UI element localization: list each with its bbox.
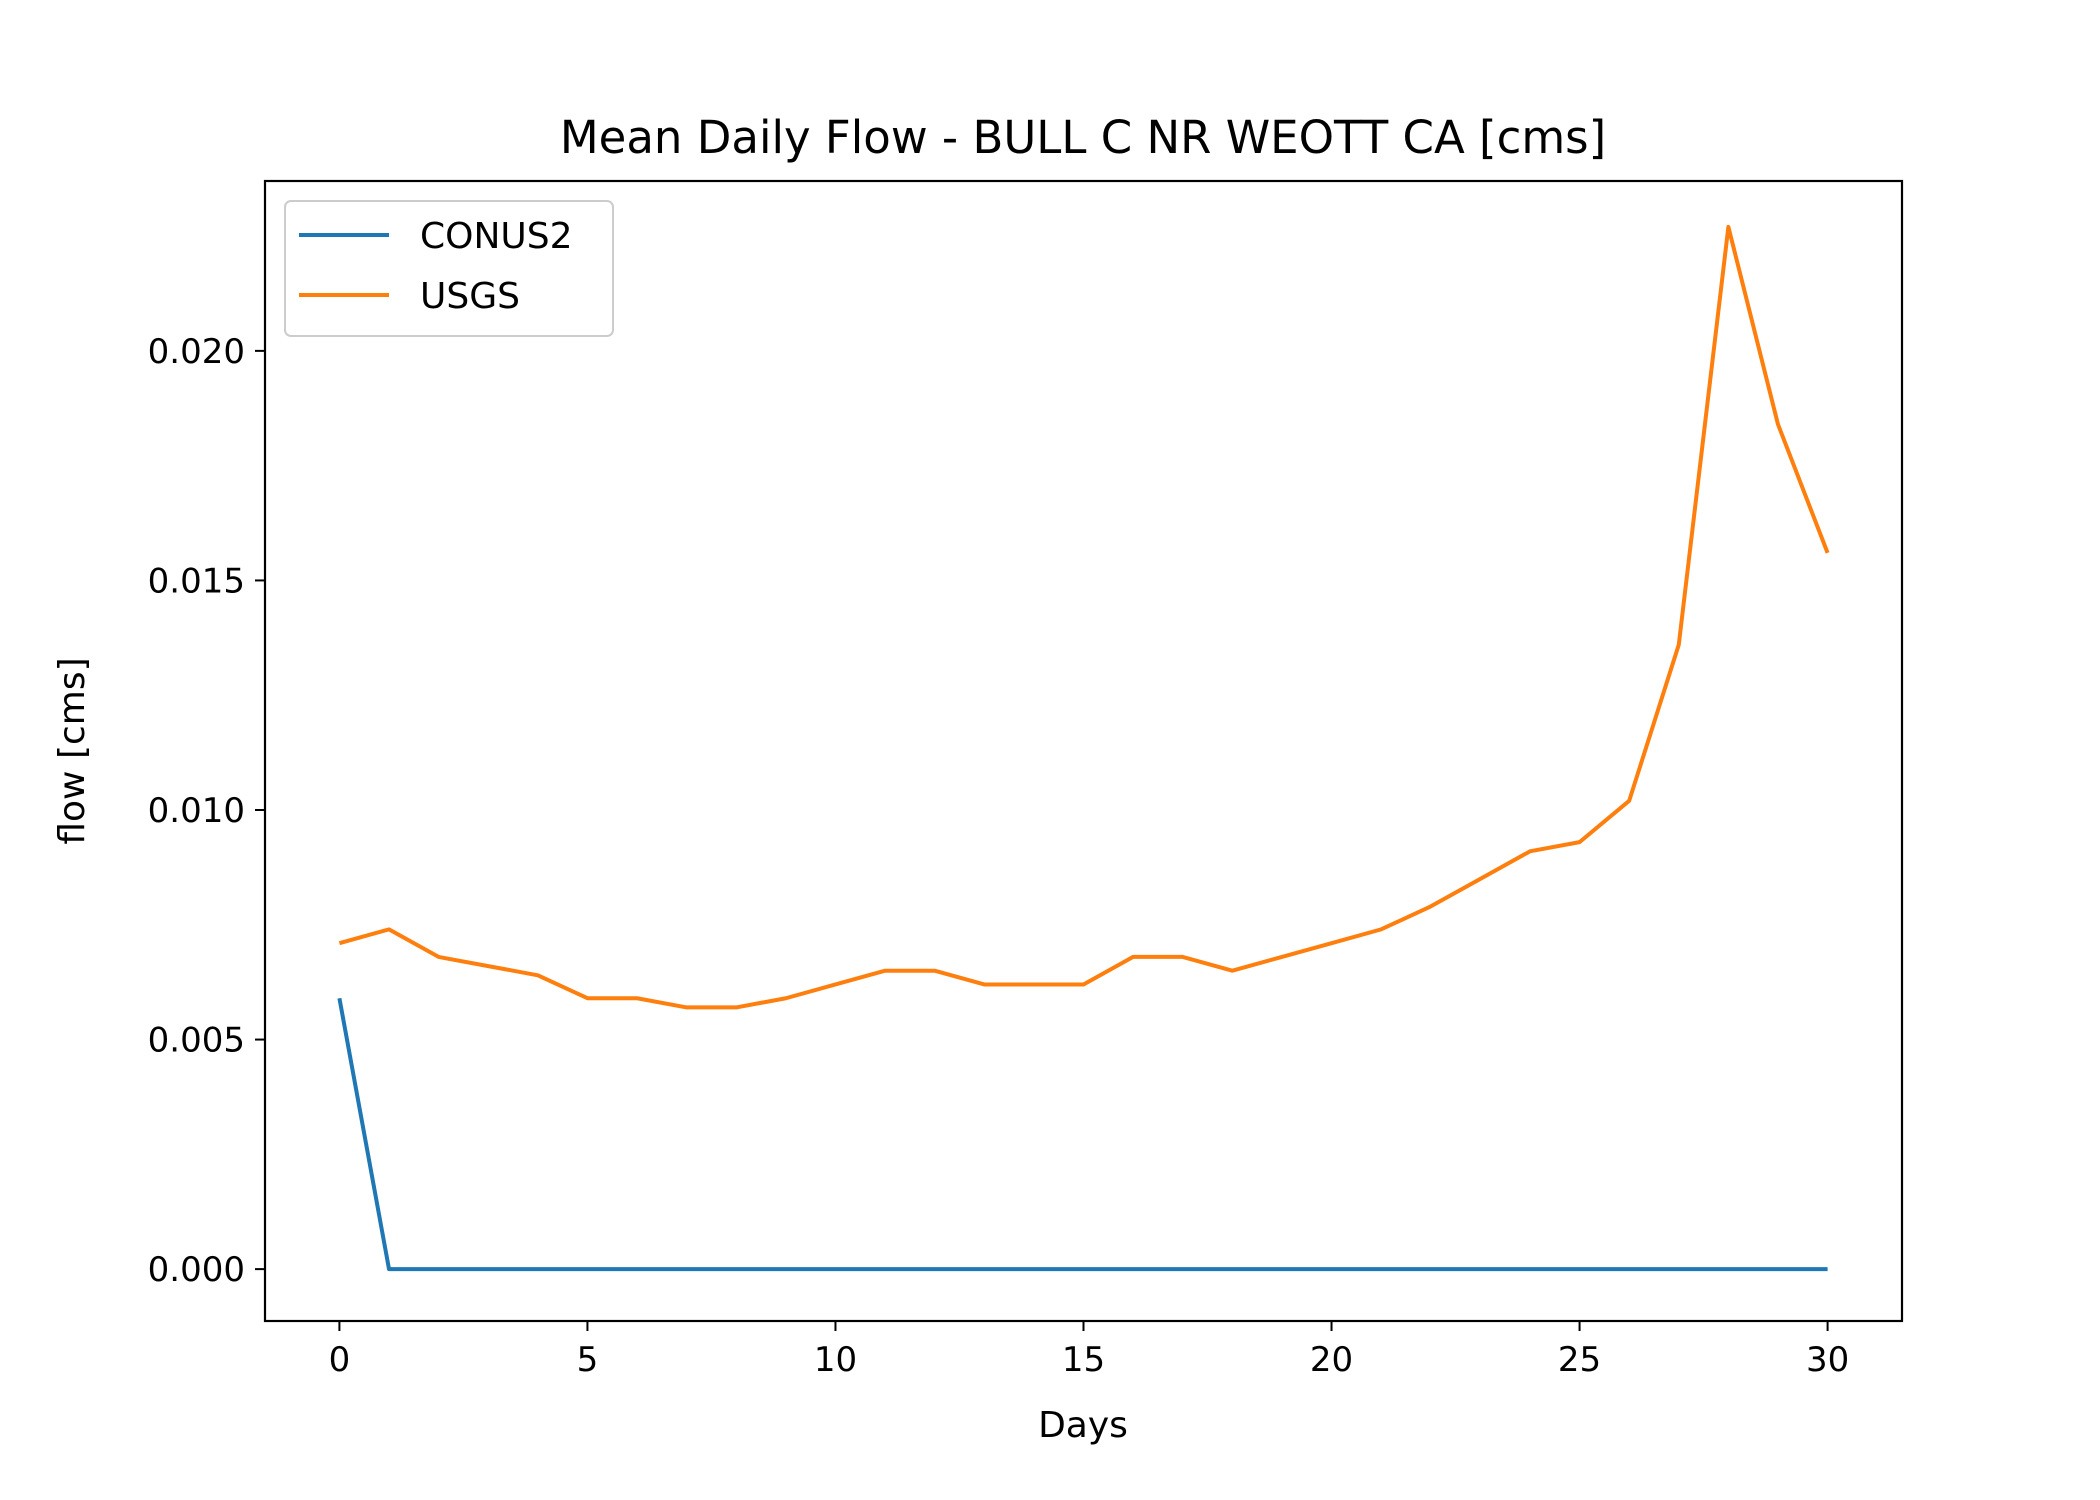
legend: CONUS2 USGS	[284, 200, 614, 337]
y-tick-label: 0.020	[148, 332, 245, 372]
plot-lines	[337, 224, 1830, 1272]
series-line-usgs	[338, 224, 1830, 1010]
y-tick-label: 0.005	[148, 1021, 245, 1061]
x-axis: 0 5 10 15 20 25 30	[329, 1321, 1849, 1380]
legend-label-usgs: USGS	[420, 276, 520, 317]
x-tick-label: 0	[329, 1340, 351, 1380]
x-axis-label: Days	[1038, 1405, 1128, 1446]
y-tick-label: 0.000	[148, 1250, 245, 1290]
legend-label-conus2: CONUS2	[420, 216, 573, 257]
x-tick-label: 30	[1806, 1340, 1849, 1380]
series-line-conus2	[337, 997, 1828, 1272]
chart-title: Mean Daily Flow - BULL C NR WEOTT CA [cm…	[560, 111, 1606, 164]
x-tick-label: 15	[1062, 1340, 1105, 1380]
x-tick-label: 5	[577, 1340, 599, 1380]
x-tick-label: 10	[814, 1340, 857, 1380]
x-tick-label: 25	[1558, 1340, 1601, 1380]
y-tick-label: 0.010	[148, 791, 245, 831]
x-tick-label: 20	[1310, 1340, 1353, 1380]
y-axis: 0.000 0.005 0.010 0.015 0.020	[148, 332, 265, 1290]
y-tick-label: 0.015	[148, 561, 245, 601]
y-axis-label: flow [cms]	[52, 657, 93, 844]
